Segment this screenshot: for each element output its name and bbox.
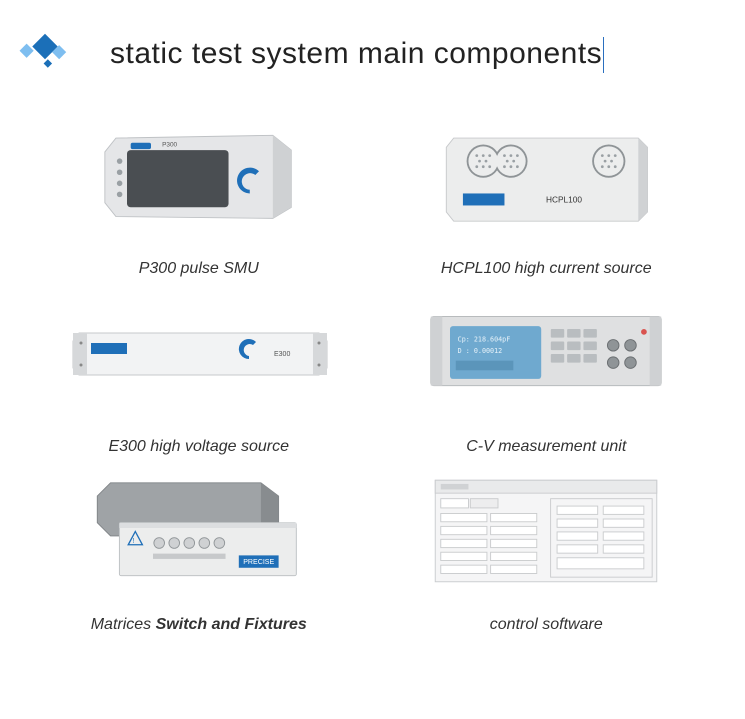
component-image: Cp: 218.604pF D : 0.00012 [416, 288, 676, 418]
page-title: static test system main components [110, 37, 604, 73]
page: static test system main components [0, 0, 745, 719]
component-caption: C-V measurement unit [466, 438, 626, 456]
component-caption: HCPL100 high current source [441, 260, 652, 278]
svg-text:PRECISE: PRECISE [243, 559, 274, 566]
components-grid: P300 P300 pulse SMU [0, 100, 745, 644]
header: static test system main components [0, 0, 745, 100]
component-caption: P300 pulse SMU [139, 260, 259, 278]
svg-text:D : 0.00012: D : 0.00012 [458, 347, 503, 355]
component-image: HCPL100 [416, 110, 676, 240]
svg-text:Cp: 218.604pF: Cp: 218.604pF [458, 335, 511, 343]
component-p300: P300 P300 pulse SMU [40, 110, 358, 288]
component-hcpl100: HCPL100 HCPL100 high current source [388, 110, 706, 288]
component-image [416, 466, 676, 596]
svg-text:P300: P300 [162, 141, 177, 148]
component-control-software: control software [388, 466, 706, 644]
text-cursor [603, 37, 604, 73]
component-cv-unit: Cp: 218.604pF D : 0.00012 [388, 288, 706, 466]
svg-text:HCPL100: HCPL100 [546, 195, 582, 205]
svg-text:E300: E300 [274, 351, 290, 358]
component-matrices: ! PRECISE [40, 466, 358, 644]
component-e300: E300 E300 high voltage source [40, 288, 358, 466]
component-caption: control software [490, 616, 603, 634]
component-caption: Matrices Switch and Fixtures [91, 616, 307, 634]
component-image: ! PRECISE [69, 466, 329, 596]
component-caption: E300 high voltage source [108, 438, 289, 456]
logo-icon [10, 20, 80, 90]
svg-text:!: ! [132, 538, 134, 545]
component-image: P300 [69, 110, 329, 240]
component-image: E300 [69, 288, 329, 418]
